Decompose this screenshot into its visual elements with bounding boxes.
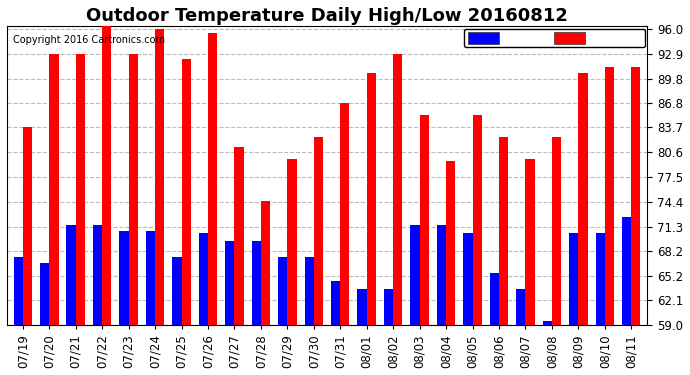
Bar	[420, 116, 429, 325]
Bar	[40, 263, 49, 325]
Bar	[437, 225, 446, 325]
Bar	[146, 231, 155, 325]
Bar	[66, 225, 76, 325]
Bar	[225, 241, 235, 325]
Bar	[128, 54, 138, 325]
Bar	[119, 231, 128, 325]
Bar	[604, 68, 614, 325]
Bar	[76, 54, 85, 325]
Bar	[278, 257, 287, 325]
Bar	[578, 73, 588, 325]
Bar	[631, 68, 640, 325]
Bar	[384, 289, 393, 325]
Bar	[357, 289, 366, 325]
Bar	[314, 137, 323, 325]
Bar	[411, 225, 420, 325]
Bar	[49, 54, 59, 325]
Bar	[102, 25, 111, 325]
Bar	[622, 217, 631, 325]
Title: Outdoor Temperature Daily High/Low 20160812: Outdoor Temperature Daily High/Low 20160…	[86, 7, 568, 25]
Bar	[199, 233, 208, 325]
Bar	[304, 257, 314, 325]
Bar	[340, 103, 350, 325]
Bar	[252, 241, 261, 325]
Bar	[463, 233, 473, 325]
Bar	[446, 161, 455, 325]
Bar	[366, 73, 376, 325]
Bar	[569, 233, 578, 325]
Bar	[235, 147, 244, 325]
Text: Copyright 2016 Cartronics.com: Copyright 2016 Cartronics.com	[13, 36, 166, 45]
Bar	[490, 273, 499, 325]
Bar	[542, 321, 552, 325]
Bar	[525, 159, 535, 325]
Bar	[208, 33, 217, 325]
Legend: Low  (°F), High  (°F): Low (°F), High (°F)	[464, 29, 645, 48]
Bar	[552, 137, 561, 325]
Bar	[23, 128, 32, 325]
Bar	[595, 233, 604, 325]
Bar	[287, 159, 297, 325]
Bar	[499, 137, 509, 325]
Bar	[393, 54, 402, 325]
Bar	[473, 116, 482, 325]
Bar	[155, 29, 164, 325]
Bar	[172, 257, 181, 325]
Bar	[14, 257, 23, 325]
Bar	[261, 201, 270, 325]
Bar	[93, 225, 102, 325]
Bar	[516, 289, 525, 325]
Bar	[331, 281, 340, 325]
Bar	[181, 59, 191, 325]
